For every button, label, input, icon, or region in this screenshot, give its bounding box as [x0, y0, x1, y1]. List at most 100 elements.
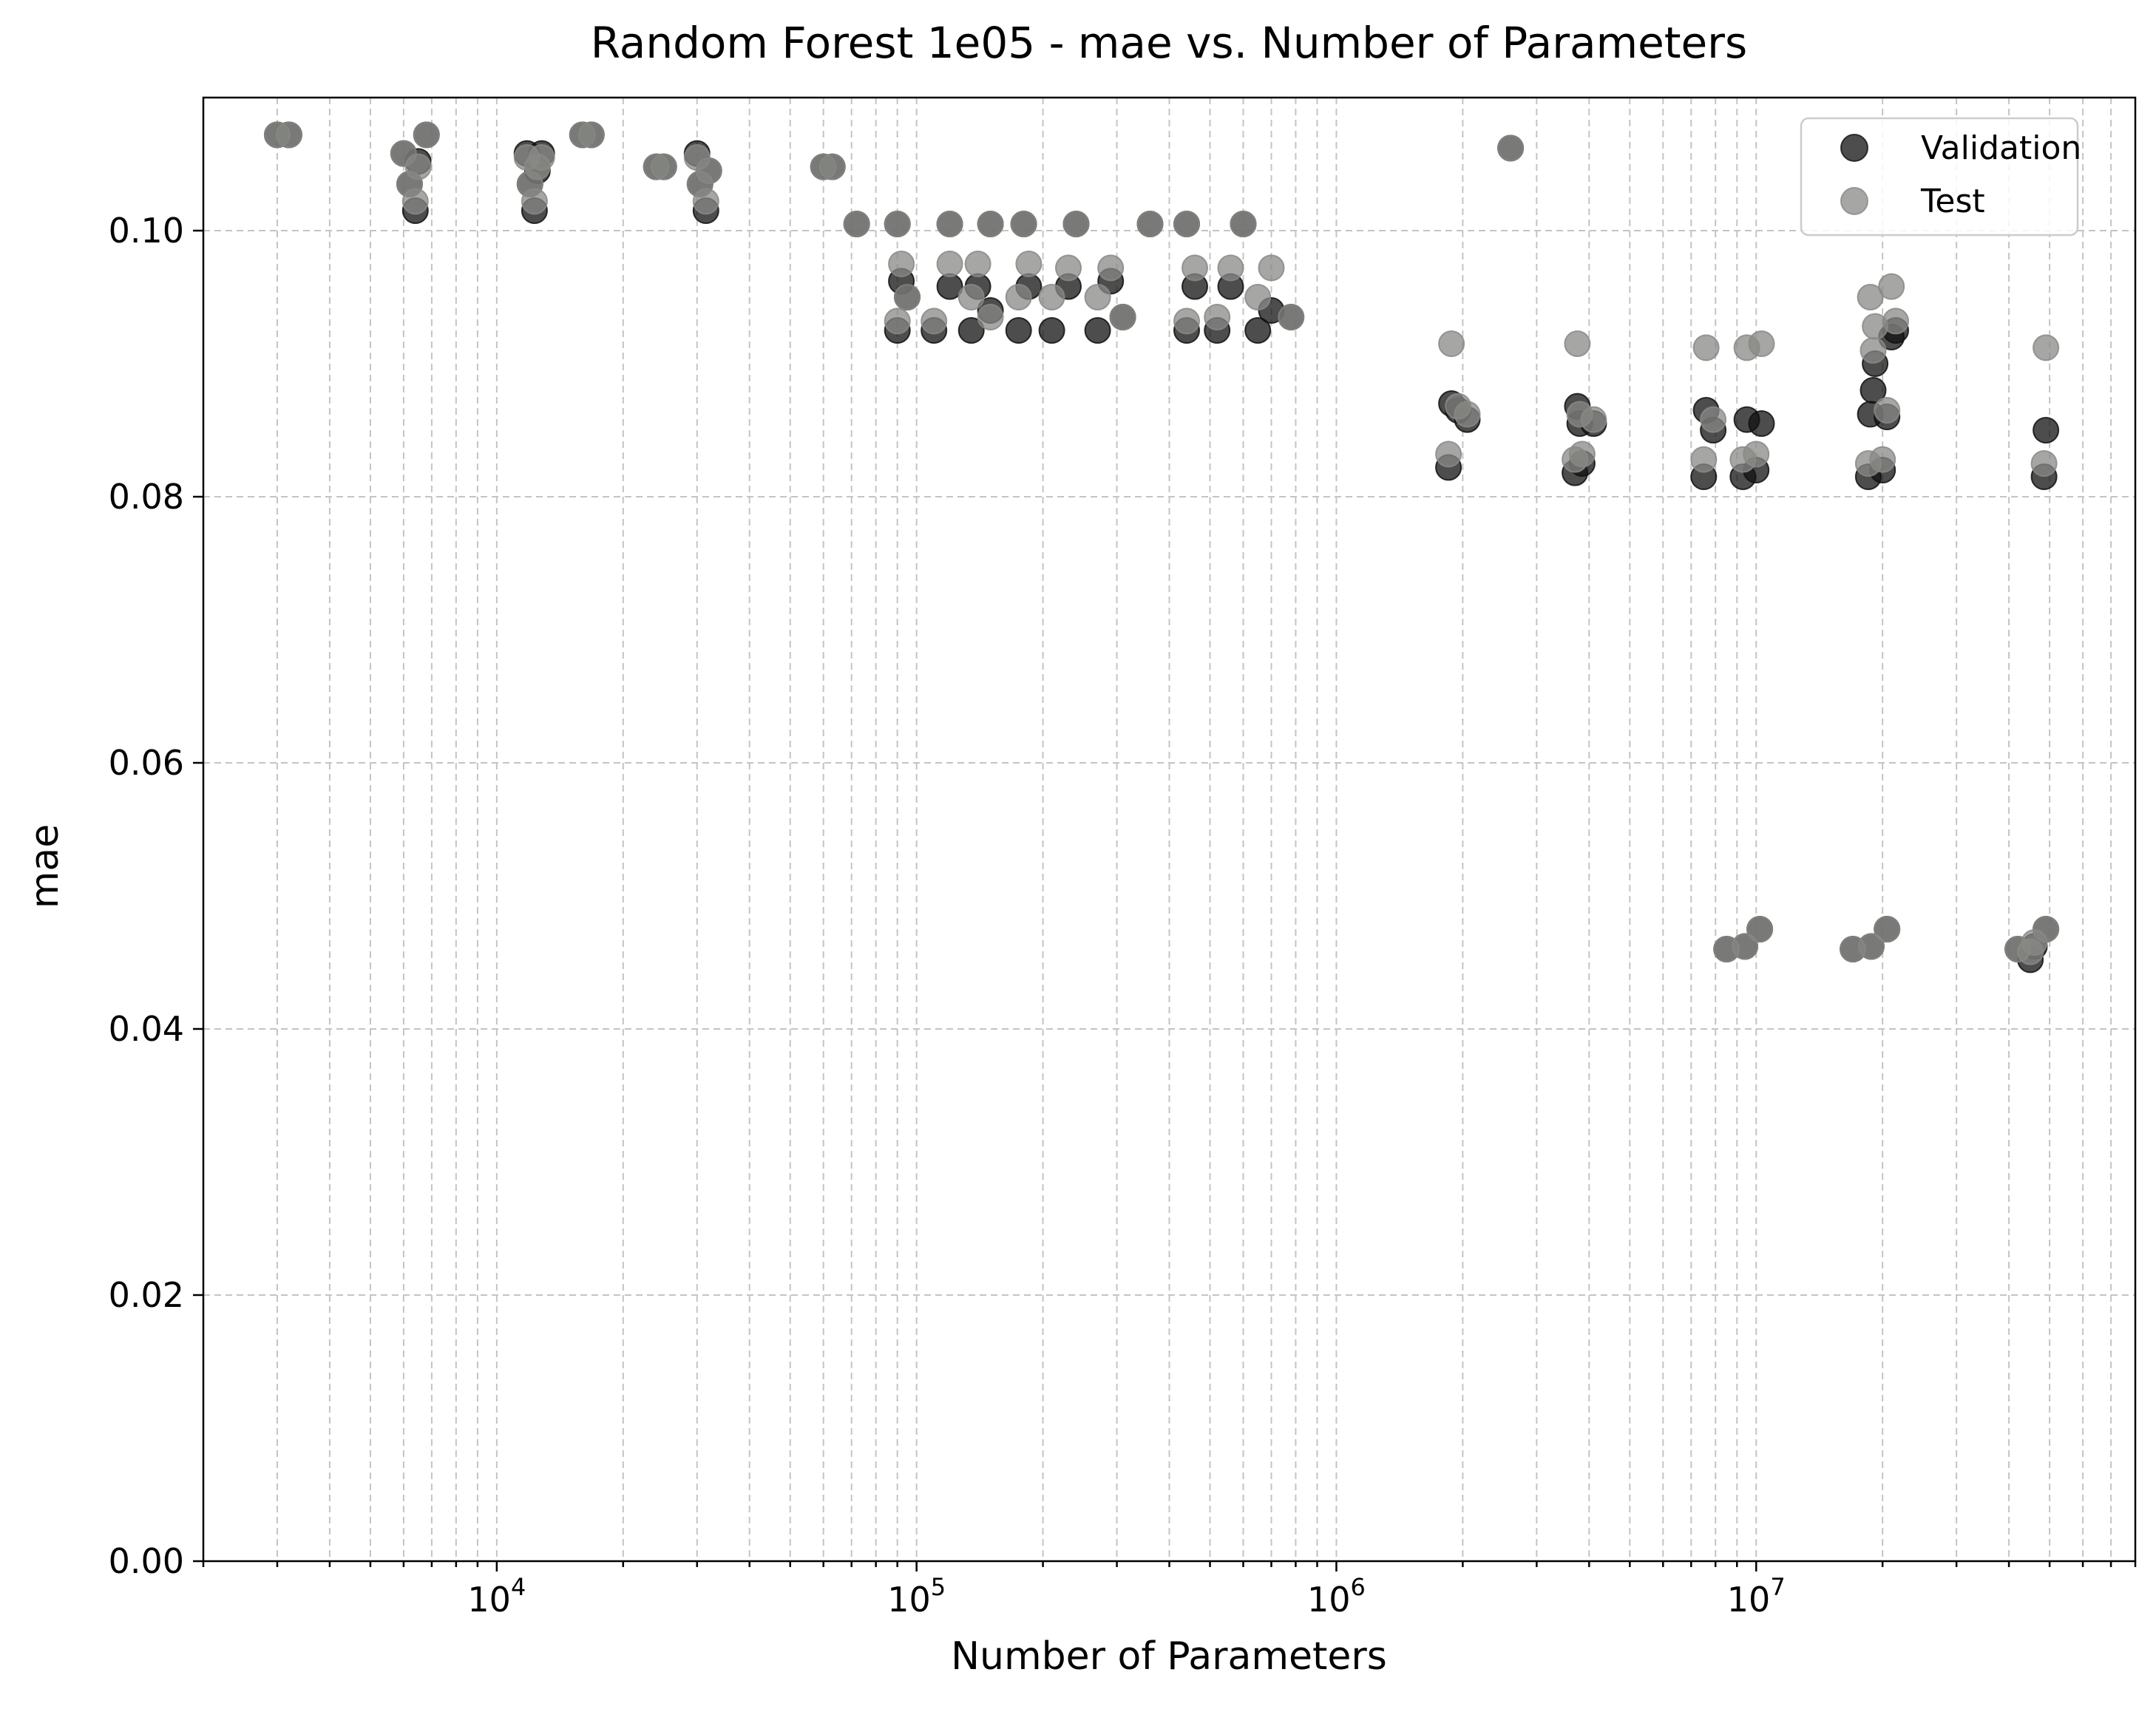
- data-point-test: [1700, 406, 1727, 433]
- data-point-test: [1454, 401, 1481, 428]
- data-point-test: [1084, 284, 1111, 310]
- data-point-test: [1580, 406, 1607, 433]
- data-point-test: [1857, 933, 1885, 960]
- legend-label-validation: Validation: [1921, 129, 2081, 167]
- data-point-validation: [1244, 317, 1272, 344]
- x-tick-label: 105: [887, 1573, 946, 1620]
- data-point-test: [2033, 334, 2060, 361]
- data-point-test: [1136, 211, 1164, 237]
- data-point-test: [1743, 441, 1770, 468]
- x-tick-label: 106: [1307, 1573, 1366, 1620]
- data-point-test: [1878, 273, 1905, 300]
- data-point-test: [1217, 254, 1244, 282]
- data-point-test: [401, 188, 429, 215]
- data-point-test: [888, 251, 915, 277]
- data-point-test: [528, 144, 555, 171]
- data-point-test: [413, 121, 440, 149]
- data-point-test: [1258, 254, 1285, 282]
- data-point-test: [1244, 284, 1272, 310]
- data-point-test: [936, 211, 963, 237]
- data-point-test: [1690, 446, 1718, 473]
- data-point-test: [404, 153, 432, 180]
- data-point-test: [1497, 135, 1525, 162]
- data-point-test: [964, 251, 991, 277]
- data-point-validation: [1038, 317, 1065, 344]
- legend-marker-validation: [1840, 134, 1868, 162]
- data-point-test: [1692, 334, 1720, 361]
- y-tick-label: 0.06: [109, 743, 184, 783]
- data-point-test: [977, 211, 1004, 237]
- data-point-test: [1869, 446, 1896, 473]
- data-point-test: [1748, 330, 1775, 357]
- data-point-test: [1010, 211, 1037, 237]
- data-point-test: [894, 284, 921, 310]
- data-point-test: [1874, 397, 1901, 424]
- data-point-test: [1438, 330, 1465, 357]
- data-point-test: [1230, 211, 1257, 237]
- data-point-test: [818, 153, 846, 180]
- data-point-test: [650, 153, 677, 180]
- data-point-validation: [1748, 410, 1775, 437]
- data-point-test: [1568, 441, 1596, 468]
- data-point-test: [1038, 284, 1065, 310]
- data-point-test: [843, 211, 870, 237]
- data-point-test: [1746, 916, 1774, 942]
- data-point-test: [1857, 284, 1884, 310]
- legend-frame: [1800, 117, 2079, 237]
- chart-title: Random Forest 1e05 - mae vs. Number of P…: [591, 18, 1748, 68]
- data-point-validation: [1084, 317, 1111, 344]
- x-axis-label: Number of Parameters: [951, 1634, 1387, 1679]
- y-tick-label: 0.00: [109, 1541, 184, 1581]
- legend: Validation Test: [1800, 117, 2081, 237]
- data-point-test: [1882, 308, 1909, 335]
- data-point-test: [692, 188, 719, 215]
- y-tick-label: 0.02: [109, 1275, 184, 1315]
- data-point-test: [1015, 251, 1043, 277]
- data-point-test: [1005, 284, 1032, 310]
- data-point-test: [884, 211, 911, 237]
- data-point-test: [1278, 304, 1305, 330]
- data-point-test: [275, 121, 302, 149]
- data-point-validation: [957, 317, 985, 344]
- data-point-test: [1109, 304, 1136, 330]
- data-point-test: [1860, 337, 1887, 364]
- data-point-test: [1732, 933, 1758, 960]
- legend-marker-test: [1840, 187, 1868, 215]
- ticks-layer: 104 105 106 107 0.00 0.02 0.04 0.06 0.08 0.10: [109, 211, 2137, 1620]
- data-point-test: [936, 251, 963, 277]
- data-point-test: [1055, 254, 1082, 282]
- data-point-test: [2033, 916, 2060, 942]
- data-point-test: [884, 308, 911, 335]
- legend-label-test: Test: [1920, 183, 1985, 220]
- grid-layer: [203, 98, 2136, 1562]
- data-point-test: [1435, 441, 1462, 468]
- data-point-test: [1173, 308, 1200, 335]
- data-point-test: [1182, 254, 1208, 282]
- data-point-test: [695, 157, 722, 184]
- y-tick-label: 0.04: [109, 1009, 184, 1049]
- data-point-validation: [1005, 317, 1032, 344]
- data-point-validation: [1860, 377, 1887, 404]
- data-point-test: [977, 304, 1004, 330]
- data-point-test: [1097, 254, 1125, 282]
- x-tick-label: 107: [1727, 1573, 1786, 1620]
- data-point-test: [2030, 450, 2058, 477]
- data-point-validation: [2033, 417, 2060, 444]
- y-tick-label: 0.10: [109, 211, 184, 251]
- x-tick-label: 104: [467, 1573, 526, 1620]
- y-tick-label: 0.08: [109, 477, 184, 517]
- data-point-test: [1062, 211, 1090, 237]
- data-point-test: [921, 308, 948, 335]
- data-point-test: [577, 121, 605, 149]
- data-point-test: [1173, 211, 1200, 237]
- data-point-test: [521, 188, 548, 215]
- data-point-test: [1564, 330, 1591, 357]
- y-axis-label: mae: [23, 824, 67, 909]
- points-layer: [264, 121, 2060, 974]
- series-test: [264, 121, 2060, 965]
- data-point-test: [1204, 304, 1231, 330]
- data-point-test: [1874, 916, 1901, 942]
- data-point-test: [957, 284, 985, 310]
